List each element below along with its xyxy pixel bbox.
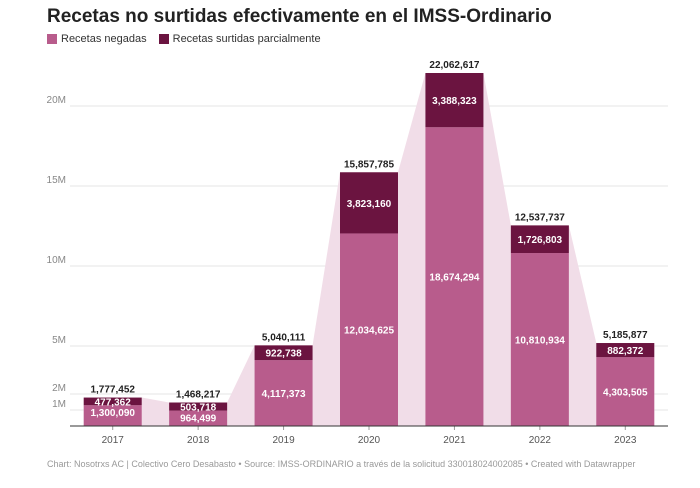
y-tick-5M: 5M xyxy=(52,335,66,346)
legend-label-parcial: Recetas surtidas parcialmente xyxy=(172,33,321,45)
label-total-2022: 12,537,737 xyxy=(515,212,565,223)
bar-parcial-2020 xyxy=(340,172,398,234)
label-negadas-2020: 12,034,625 xyxy=(344,326,394,337)
label-total-2017: 1,777,452 xyxy=(90,385,135,396)
legend-label-negadas: Recetas negadas xyxy=(61,33,147,45)
label-negadas-2021: 18,674,294 xyxy=(429,273,479,284)
x-tick-2022: 2022 xyxy=(529,435,552,446)
x-tick-2018: 2018 xyxy=(187,435,210,446)
label-parcial-2021: 3,388,323 xyxy=(432,96,477,107)
legend-swatch-parcial xyxy=(158,34,169,44)
bar-negadas-2019 xyxy=(254,360,313,426)
legend: Recetas negadas Recetas surtidas parcial… xyxy=(47,33,333,45)
chart-footer: Chart: Nosotrxs AC | Colectivo Cero Desa… xyxy=(47,459,636,469)
y-tick-20M: 20M xyxy=(47,95,66,106)
x-tick-2019: 2019 xyxy=(272,435,295,446)
bar-parcial-2018 xyxy=(169,402,228,411)
label-parcial-2018: 503,718 xyxy=(180,403,217,414)
legend-item-parcial: Recetas surtidas parcialmente xyxy=(158,33,321,45)
x-tick-2021: 2021 xyxy=(443,435,466,446)
y-tick-15M: 15M xyxy=(47,175,66,186)
legend-swatch-negadas xyxy=(47,34,57,44)
y-tick-1M: 1M xyxy=(52,399,66,410)
legend-item-negadas: Recetas negadas xyxy=(47,33,147,45)
y-tick-10M: 10M xyxy=(47,255,66,266)
x-tick-2017: 2017 xyxy=(102,435,125,446)
label-total-2021: 22,062,617 xyxy=(429,60,479,71)
bar-parcial-2017 xyxy=(83,397,142,406)
label-negadas-2017: 1,300,090 xyxy=(90,408,135,419)
bar-negadas-2021 xyxy=(425,127,484,426)
bar-parcial-2023 xyxy=(596,343,655,358)
label-negadas-2018: 964,499 xyxy=(180,414,217,425)
label-total-2023: 5,185,877 xyxy=(603,330,648,341)
label-negadas-2023: 4,303,505 xyxy=(603,388,648,399)
label-total-2020: 15,857,785 xyxy=(344,159,394,170)
x-tick-2023: 2023 xyxy=(614,435,637,446)
chart-title: Recetas no surtidas efectivamente en el … xyxy=(47,6,552,27)
label-negadas-2022: 10,810,934 xyxy=(515,336,565,347)
bar-negadas-2018 xyxy=(169,410,228,426)
label-parcial-2022: 1,726,803 xyxy=(518,235,563,246)
label-parcial-2020: 3,823,160 xyxy=(347,199,392,210)
bar-negadas-2017 xyxy=(83,405,142,426)
label-parcial-2023: 882,372 xyxy=(607,346,644,357)
label-parcial-2017: 477,362 xyxy=(95,397,132,408)
x-tick-2020: 2020 xyxy=(358,435,381,446)
bar-negadas-2023 xyxy=(596,357,655,426)
bar-parcial-2022 xyxy=(510,225,569,254)
bar-parcial-2019 xyxy=(254,345,313,361)
label-total-2019: 5,040,111 xyxy=(262,332,306,343)
label-negadas-2019: 4,117,373 xyxy=(262,389,306,400)
bar-negadas-2022 xyxy=(510,253,569,426)
bar-negadas-2020 xyxy=(340,233,398,426)
label-total-2018: 1,468,217 xyxy=(176,390,221,401)
bar-parcial-2021 xyxy=(425,73,484,128)
y-tick-2M: 2M xyxy=(52,383,66,394)
label-parcial-2019: 922,738 xyxy=(265,349,302,360)
